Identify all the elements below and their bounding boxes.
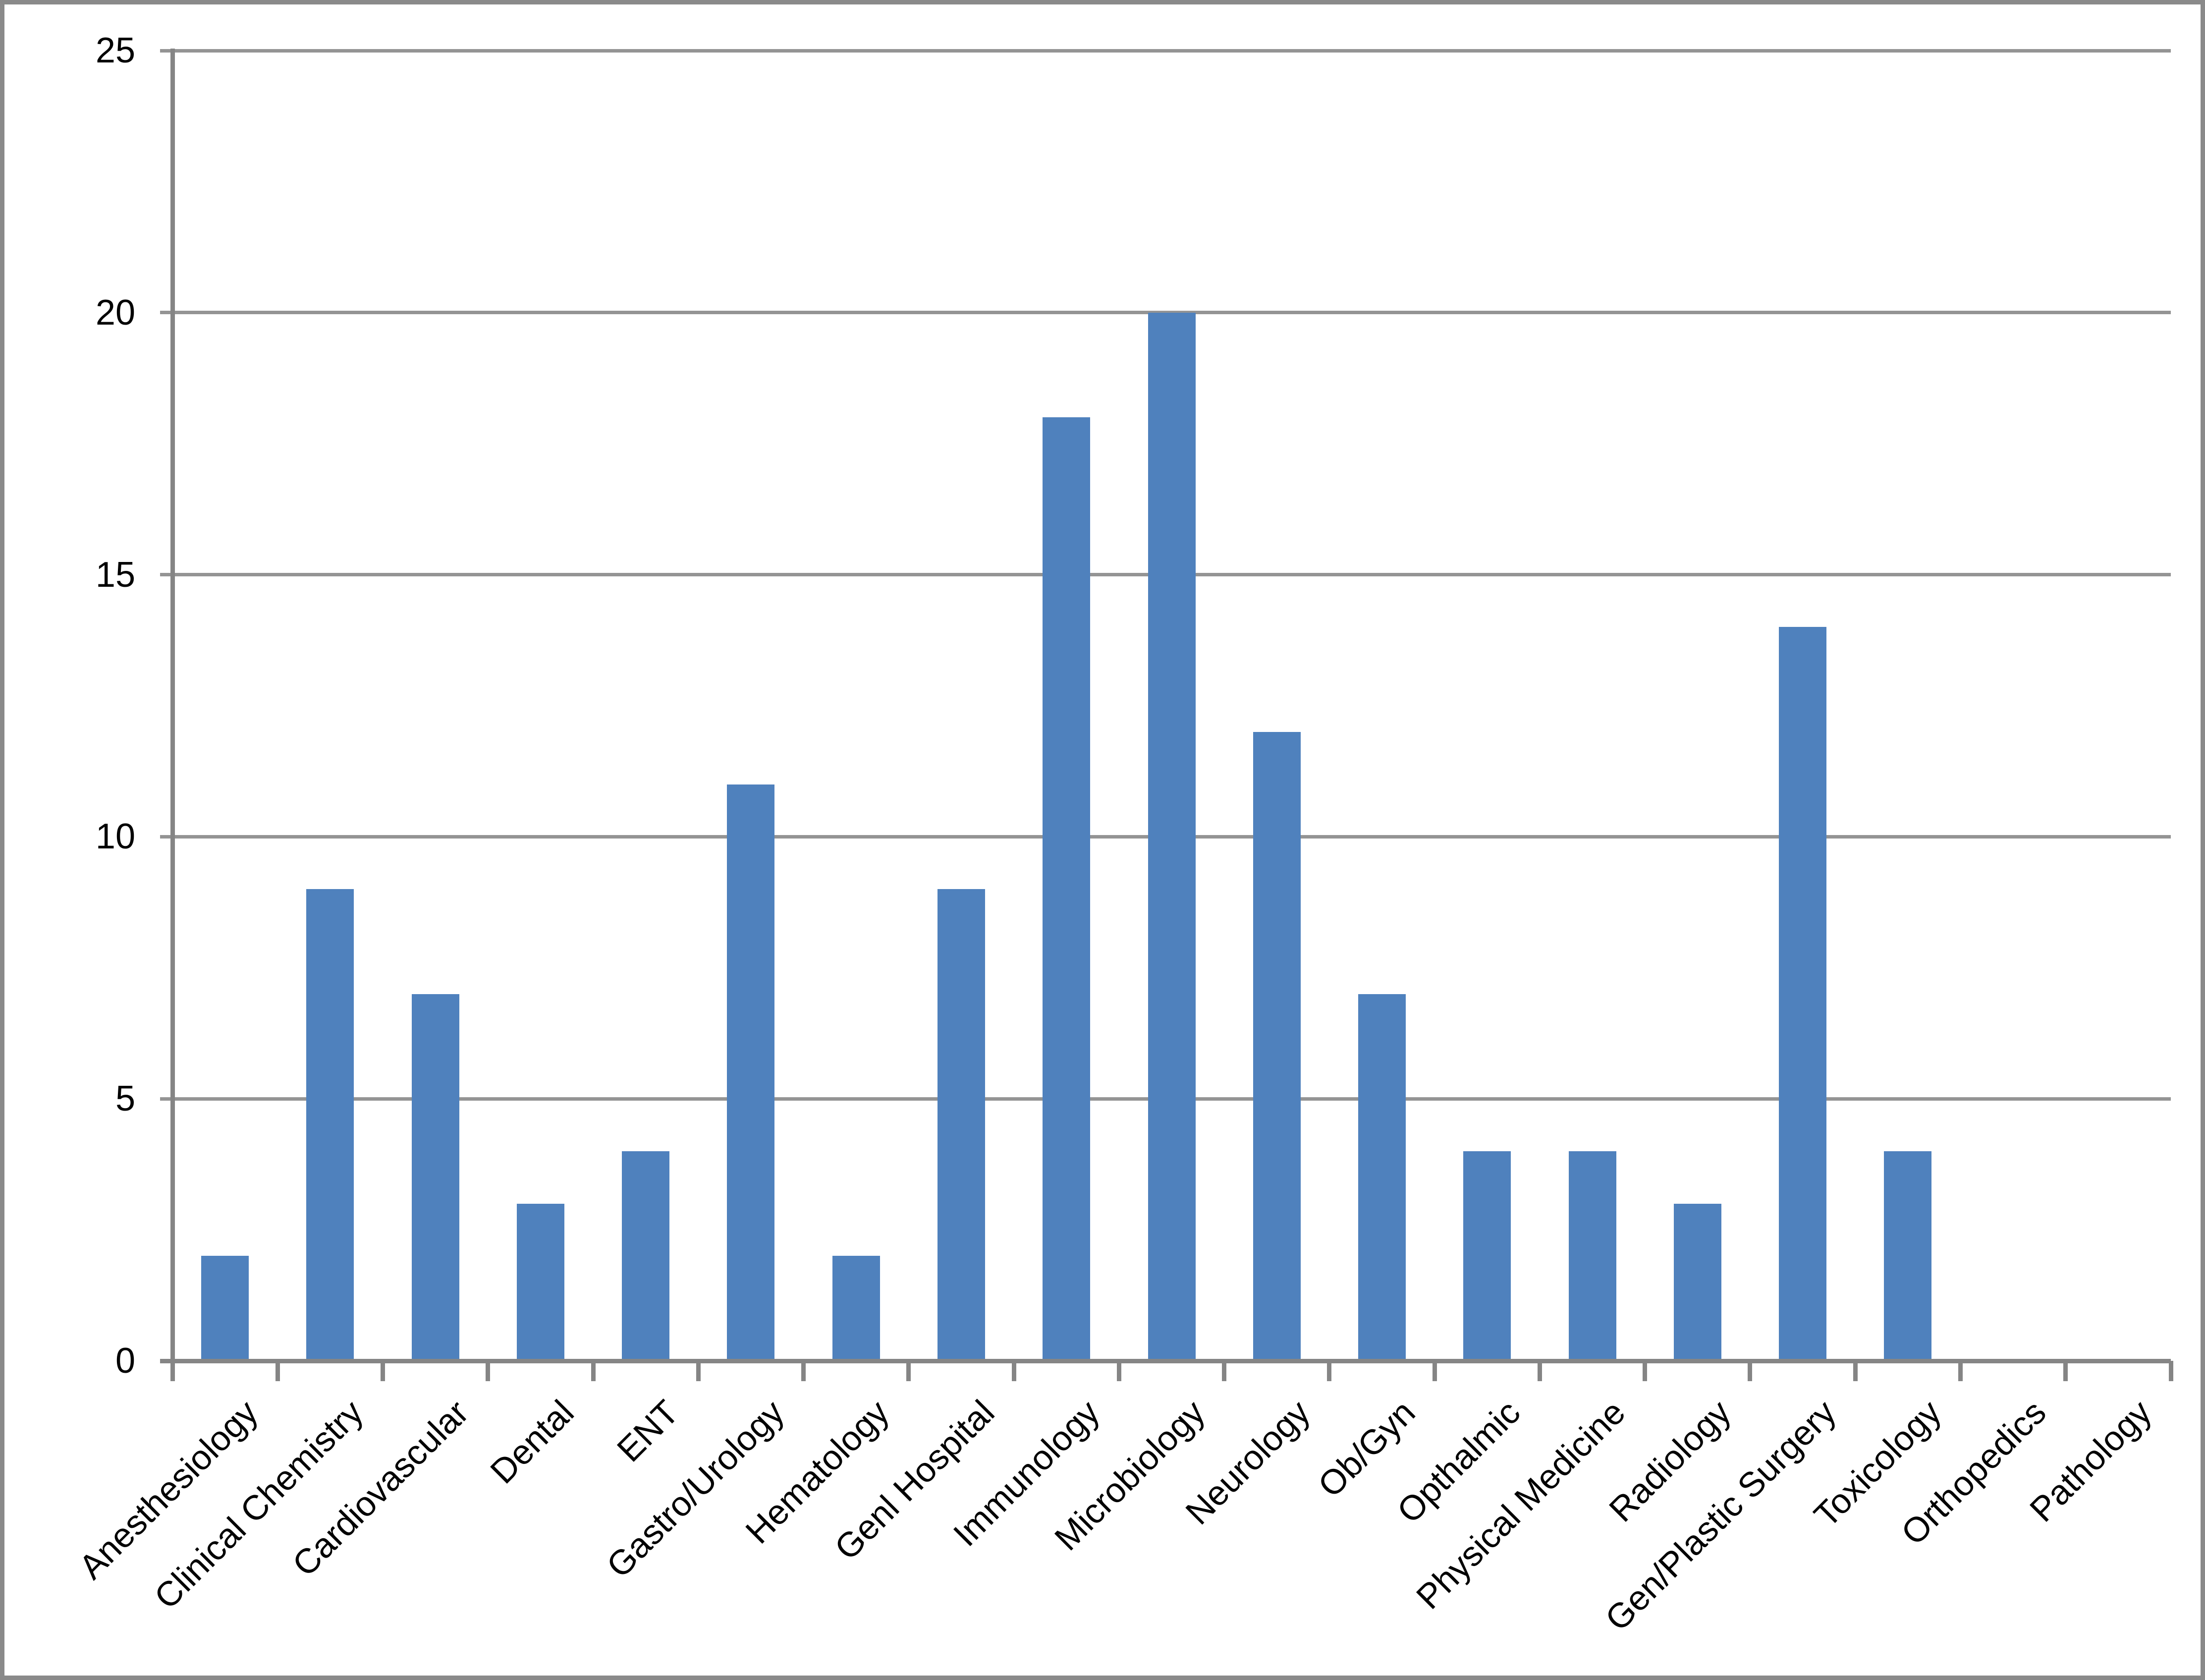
x-axis-tick [2063,1361,2068,1381]
bar-clinical-chemistry [306,889,354,1361]
x-axis-tick [486,1361,490,1381]
x-axis-tick [591,1361,596,1381]
x-axis-category-label: Dental [483,1393,581,1491]
x-axis-tick [1538,1361,1542,1381]
x-axis-tick [1853,1361,1858,1381]
bar-ent [622,1151,669,1361]
bar-hematology [832,1256,880,1361]
bar-opthalmic [1463,1151,1511,1361]
x-axis-tick [801,1361,806,1381]
y-axis-tick-label: 0 [115,1341,135,1381]
x-axis-tick [1327,1361,1331,1381]
bar-genl-hospital [937,889,985,1361]
gridline-y-25 [160,49,2171,53]
bar-gen-plastic-surgery [1779,627,1826,1361]
x-axis-tick [170,1361,175,1381]
x-axis-tick [2169,1361,2173,1381]
bar-toxicology [1884,1151,1931,1361]
bar-anesthesiology [201,1256,249,1361]
x-axis-tick [1117,1361,1121,1381]
x-axis-category-label: ENT [609,1393,686,1469]
x-axis-tick [1643,1361,1647,1381]
x-axis-line [160,1359,2171,1363]
x-axis-tick [381,1361,385,1381]
gridline-y-20 [160,311,2171,314]
x-axis-tick [906,1361,911,1381]
y-axis-line [170,49,175,1381]
y-axis-tick-label: 10 [95,817,135,856]
x-axis-tick [1748,1361,1752,1381]
x-axis-category-label: Gastro/Urology [599,1393,791,1585]
bar-physical-medicine [1569,1151,1616,1361]
bar-immunology [1043,417,1090,1361]
y-axis-tick-label: 15 [95,555,135,595]
y-axis-tick-label: 5 [115,1079,135,1119]
x-axis-category-label: Anesthesiology [71,1393,266,1587]
x-axis-tick [1012,1361,1016,1381]
bar-neurology [1253,732,1301,1361]
y-axis-tick-label: 25 [95,31,135,70]
x-axis-tick [1222,1361,1226,1381]
bar-cardiovascular [412,994,459,1361]
bar-dental [517,1204,564,1361]
x-axis-tick [276,1361,280,1381]
y-axis-tick-label: 20 [95,293,135,333]
bar-ob-gyn [1358,994,1406,1361]
x-axis-tick [696,1361,701,1381]
x-axis-tick [1433,1361,1437,1381]
bar-radiology [1674,1204,1721,1361]
bar-gastro-urology [727,784,774,1361]
x-axis-tick [1958,1361,1963,1381]
bar-microbiology [1148,313,1196,1361]
